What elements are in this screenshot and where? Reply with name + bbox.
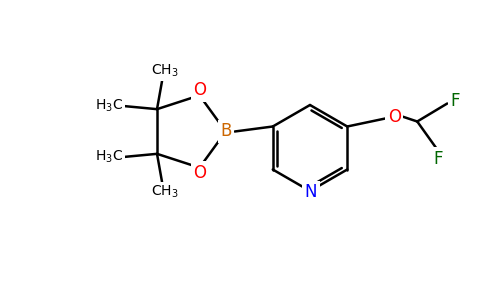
Text: H$_3$C: H$_3$C: [95, 148, 123, 165]
Text: CH$_3$: CH$_3$: [151, 184, 179, 200]
Text: F: F: [434, 149, 443, 167]
Text: F: F: [451, 92, 460, 110]
Text: N: N: [305, 183, 317, 201]
Text: H$_3$C: H$_3$C: [95, 98, 123, 114]
Text: O: O: [193, 164, 206, 181]
Text: CH$_3$: CH$_3$: [151, 63, 179, 80]
Text: O: O: [388, 107, 401, 125]
Text: O: O: [193, 81, 206, 99]
Text: B: B: [220, 122, 231, 140]
